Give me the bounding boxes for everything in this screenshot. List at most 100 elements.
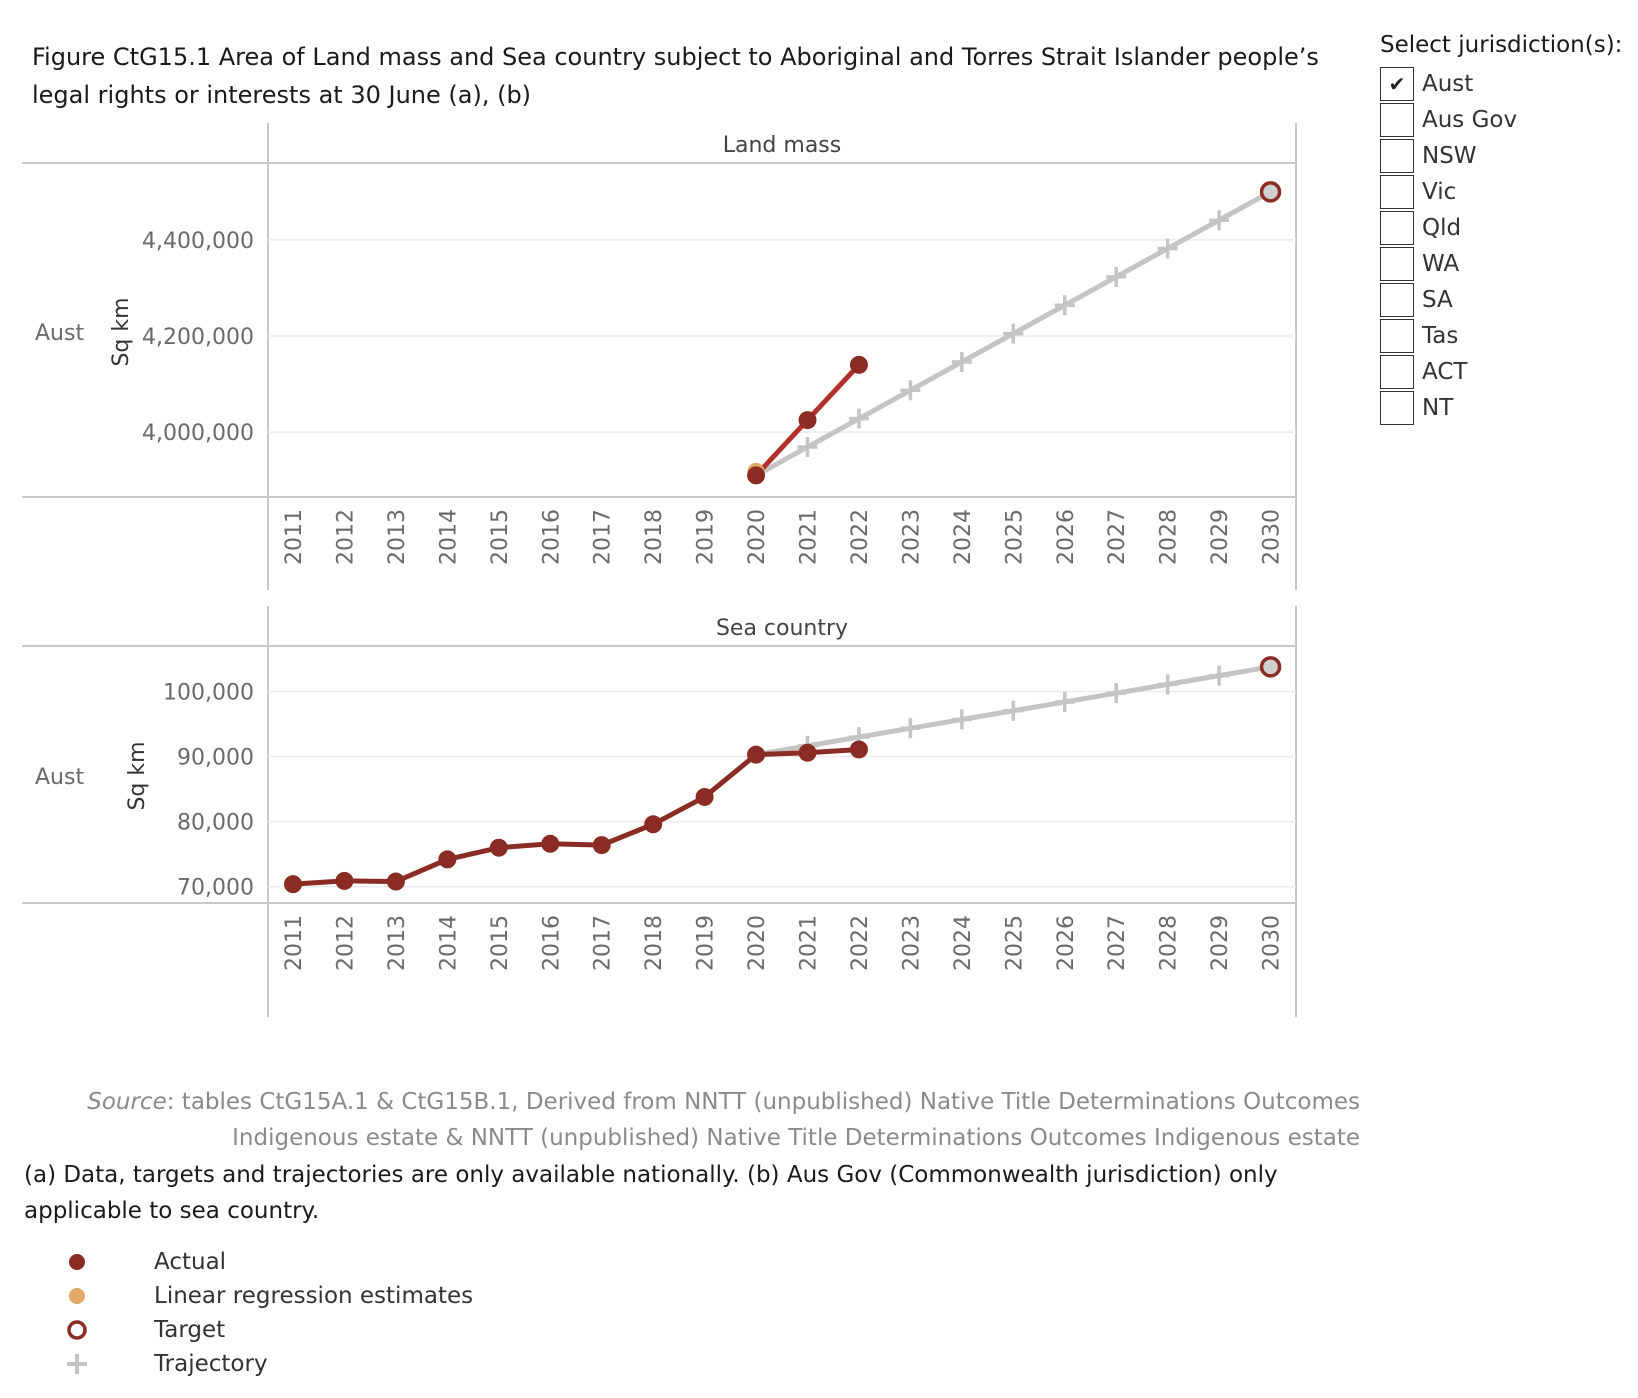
x-tick-label: 2021 [797, 915, 822, 971]
actual-point [386, 872, 405, 891]
option-label: SA [1422, 287, 1453, 313]
jurisdiction-option-sa[interactable]: SA [1380, 282, 1638, 318]
panel-title: Land mass [723, 133, 841, 158]
ring-icon [67, 1320, 87, 1340]
option-label: Vic [1422, 179, 1457, 205]
x-tick-label: 2017 [591, 509, 616, 565]
jurisdiction-filter: Select jurisdiction(s): ✔ Aust Aus Gov NSW V… [1380, 30, 1638, 426]
actual-point [335, 871, 354, 890]
filled-circle-icon [69, 1254, 85, 1270]
x-tick-label: 2029 [1208, 509, 1233, 565]
actual-point [541, 834, 560, 853]
trajectory-marker [951, 351, 972, 372]
trajectory-marker [1106, 266, 1127, 287]
x-tick-label: 2028 [1157, 509, 1182, 565]
actual-point [849, 355, 868, 374]
x-tick-label: 2021 [797, 509, 822, 565]
legend-item: Trajectory [60, 1347, 473, 1381]
y-axis-label: Sq km [125, 741, 150, 810]
x-tick-label: 2019 [694, 915, 719, 971]
trajectory-marker [1209, 665, 1230, 686]
y-tick-label: 4,400,000 [142, 229, 254, 254]
jurisdiction-option-vic[interactable]: Vic [1380, 174, 1638, 210]
checkbox[interactable] [1380, 319, 1414, 353]
y-tick-label: 4,000,000 [142, 421, 254, 446]
y-tick-label: 80,000 [177, 811, 254, 836]
x-tick-label: 2015 [488, 509, 513, 565]
jurisdiction-option-act[interactable]: ACT [1380, 354, 1638, 390]
trajectory-marker [951, 709, 972, 730]
panel-title: Sea country [716, 616, 848, 641]
checkmark-icon: ✔ [1388, 72, 1406, 96]
source-text: : tables CtG15A.1 & CtG15B.1, Derived fr… [166, 1089, 1360, 1151]
x-tick-label: 2030 [1260, 915, 1285, 971]
x-tick-label: 2030 [1260, 509, 1285, 565]
x-tick-label: 2018 [642, 915, 667, 971]
x-tick-label: 2016 [539, 509, 564, 565]
option-label: Aust [1422, 71, 1474, 97]
x-tick-label: 2012 [333, 915, 358, 971]
jurisdiction-option-aus-gov[interactable]: Aus Gov [1380, 102, 1638, 138]
jurisdiction-option-aust[interactable]: ✔ Aust [1380, 66, 1638, 102]
filter-title: Select jurisdiction(s): [1380, 32, 1623, 58]
y-tick-label: 4,200,000 [142, 325, 254, 350]
checkbox[interactable] [1380, 175, 1414, 209]
checkbox[interactable] [1380, 211, 1414, 245]
legend-label: Target [154, 1317, 226, 1343]
trajectory-marker [1209, 210, 1230, 231]
legend-item: Target [60, 1313, 473, 1347]
option-label: Qld [1422, 215, 1462, 241]
checkbox[interactable]: ✔ [1380, 67, 1414, 101]
x-tick-label: 2014 [436, 915, 461, 971]
jurisdiction-option-tas[interactable]: Tas [1380, 318, 1638, 354]
checkbox[interactable] [1380, 139, 1414, 173]
trajectory-marker [1003, 323, 1024, 344]
x-tick-label: 2020 [745, 509, 770, 565]
jurisdiction-option-nsw[interactable]: NSW [1380, 138, 1638, 174]
trajectory-marker [1054, 691, 1075, 712]
row-label: Aust [35, 765, 84, 790]
legend: Actual Linear regression estimates Target T… [60, 1245, 473, 1381]
x-tick-label: 2027 [1105, 915, 1130, 971]
source-label: Source [87, 1089, 167, 1115]
chart-title: Figure CtG15.1 Area of Land mass and Sea… [32, 43, 1319, 109]
trajectory-marker [1106, 683, 1127, 704]
actual-line [292, 746, 860, 887]
actual-point [489, 838, 508, 857]
x-tick-label: 2027 [1105, 509, 1130, 565]
x-tick-label: 2018 [642, 509, 667, 565]
filled-circle-icon [69, 1288, 85, 1304]
actual-point [284, 875, 302, 894]
actual-point [695, 787, 714, 806]
trajectory-marker [1003, 700, 1024, 721]
x-tick-label: 2026 [1054, 509, 1079, 565]
actual-point [644, 815, 663, 834]
checkbox[interactable] [1380, 247, 1414, 281]
checkbox[interactable] [1380, 391, 1414, 425]
x-tick-label: 2017 [591, 915, 616, 971]
y-tick-label: 70,000 [177, 876, 254, 901]
trajectory-marker [1054, 295, 1075, 316]
x-tick-label: 2022 [848, 509, 873, 565]
jurisdiction-option-qld[interactable]: Qld [1380, 210, 1638, 246]
checkbox[interactable] [1380, 103, 1414, 137]
x-tick-label: 2029 [1208, 915, 1233, 971]
trajectory-marker [1157, 238, 1178, 259]
option-label: ACT [1422, 359, 1468, 385]
trajectory-marker [900, 380, 921, 401]
checkbox[interactable] [1380, 283, 1414, 317]
legend-label: Trajectory [154, 1351, 268, 1377]
x-tick-label: 2011 [282, 915, 307, 971]
jurisdiction-option-wa[interactable]: WA [1380, 246, 1638, 282]
y-axis-label: Sq km [109, 297, 134, 366]
chart-area: Land mass 4,000,000 4,200,000 4,400,000 Aust… [22, 123, 1297, 1017]
x-tick-label: 2023 [899, 509, 924, 565]
x-tick-label: 2015 [488, 915, 513, 971]
x-tick-label: 2014 [436, 509, 461, 565]
jurisdiction-option-nt[interactable]: NT [1380, 390, 1638, 426]
checkbox[interactable] [1380, 355, 1414, 389]
option-label: Aus Gov [1422, 107, 1518, 133]
x-tick-label: 2024 [951, 509, 976, 565]
x-tick-label: 2011 [282, 509, 307, 565]
footnotes: (a) Data, targets and trajectories are o… [24, 1162, 1278, 1224]
